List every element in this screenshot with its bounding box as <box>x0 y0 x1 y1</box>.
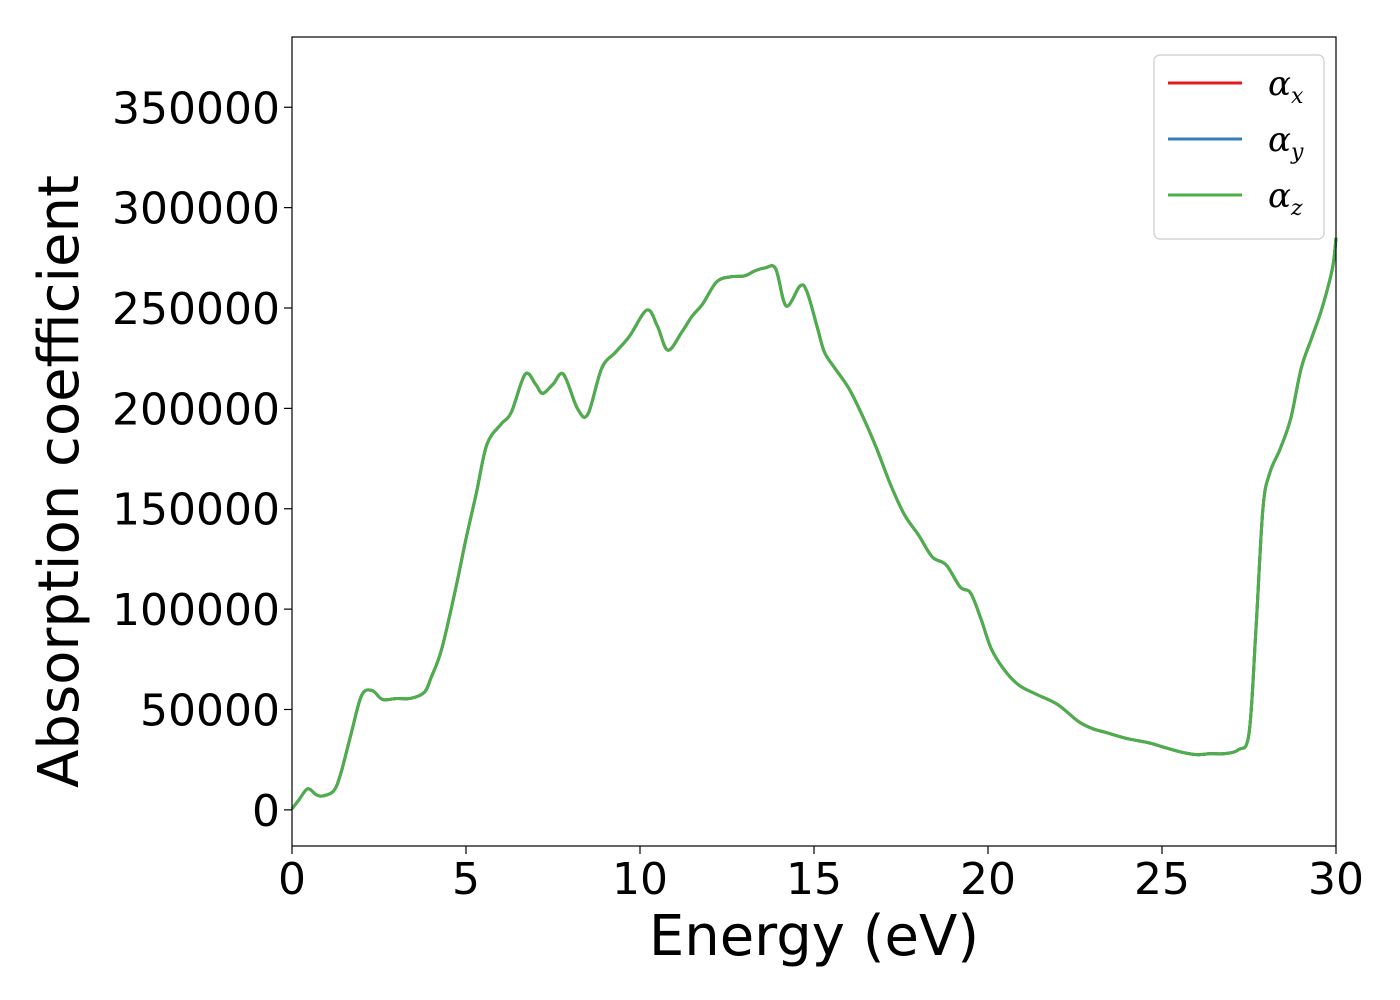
y-tick-label: 250000 <box>112 284 280 335</box>
x-tick-label: 25 <box>1134 854 1190 905</box>
y-axis: 0 50000 100000 150000 200000 250000 300000 3500… <box>112 83 292 837</box>
legend-label: αz <box>1268 176 1303 221</box>
x-tick-label: 30 <box>1308 854 1364 905</box>
y-tick-label: 100000 <box>112 585 280 636</box>
legend-label: αx <box>1268 64 1304 109</box>
x-tick-label: 15 <box>786 854 842 905</box>
y-tick-label: 150000 <box>112 485 280 536</box>
x-tick-label: 10 <box>612 854 668 905</box>
legend-label: αy <box>1268 120 1304 165</box>
y-tick-label: 0 <box>252 786 280 837</box>
x-axis: 0 5 10 15 20 25 30 <box>278 846 1364 905</box>
series-line-z <box>290 237 1338 810</box>
y-tick-label: 200000 <box>112 384 280 435</box>
y-tick-label: 50000 <box>140 685 280 736</box>
y-axis-title: Absorption coefficient <box>27 175 92 788</box>
legend: αx αy αz <box>1153 54 1325 240</box>
x-axis-title: Energy (eV) <box>649 904 979 969</box>
y-tick-label: 350000 <box>112 83 280 134</box>
y-tick-label: 300000 <box>112 184 280 235</box>
x-tick-label: 0 <box>278 854 306 905</box>
x-tick-label: 20 <box>960 854 1016 905</box>
legend-box <box>1153 54 1325 240</box>
x-tick-label: 5 <box>452 854 480 905</box>
series-layer <box>290 237 1338 810</box>
